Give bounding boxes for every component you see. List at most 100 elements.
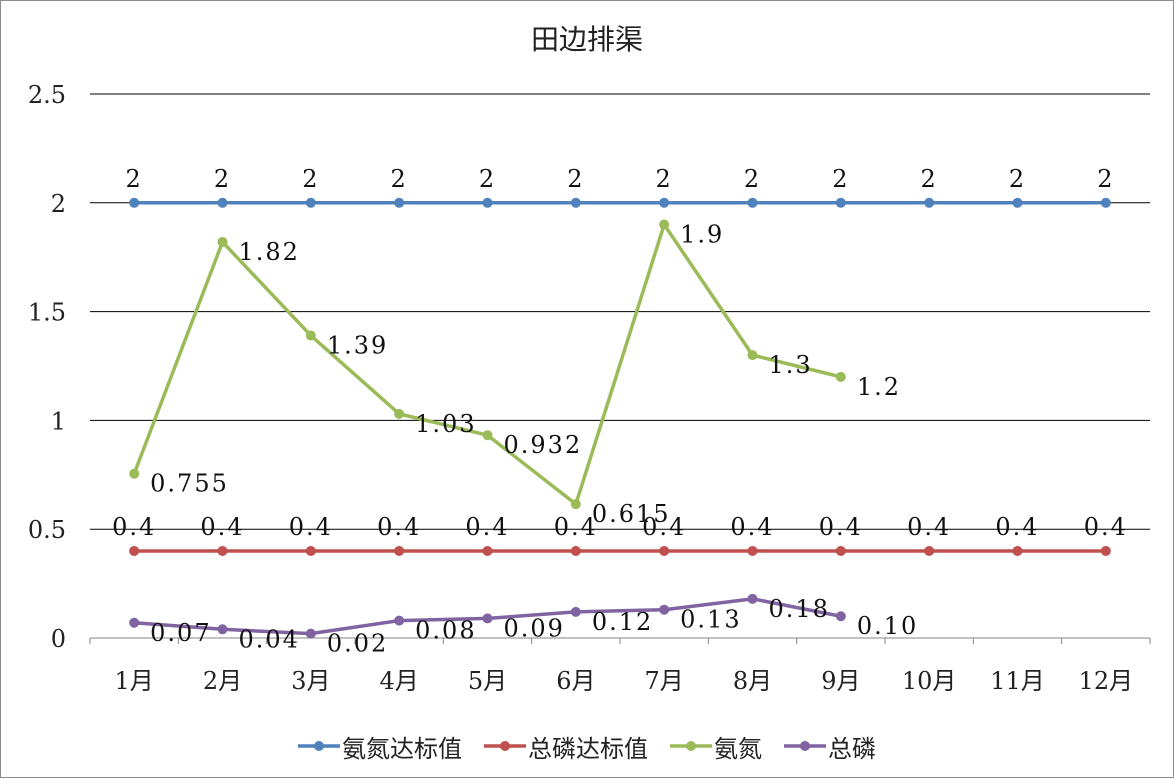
data-point <box>835 197 846 208</box>
legend-item: 氨氮 <box>670 729 762 764</box>
y-tick-label: 1.5 <box>28 299 66 327</box>
data-label: 0.02 <box>327 630 388 658</box>
data-label: 0.4 <box>289 513 333 541</box>
legend-swatch <box>298 741 340 751</box>
data-label: 0.12 <box>592 608 653 636</box>
data-point <box>394 545 405 556</box>
x-tick-label: 4月 <box>380 667 419 695</box>
data-point <box>570 606 581 617</box>
data-label: 2 <box>656 165 673 193</box>
data-point <box>835 545 846 556</box>
data-point <box>482 613 493 624</box>
data-point <box>747 545 758 556</box>
data-label: 0.932 <box>504 431 583 459</box>
legend-label: 氨氮 <box>714 734 762 763</box>
x-tick-label: 11月 <box>990 667 1045 695</box>
data-label: 2 <box>126 165 143 193</box>
data-label: 0.09 <box>504 614 565 642</box>
data-label: 0.4 <box>465 513 509 541</box>
x-tick-label: 5月 <box>468 667 507 695</box>
data-point <box>570 499 581 510</box>
data-point <box>217 197 228 208</box>
x-tick-label: 3月 <box>291 667 330 695</box>
data-point <box>835 611 846 622</box>
data-label: 1.3 <box>769 351 813 379</box>
data-label: 0.4 <box>730 513 774 541</box>
data-point <box>305 197 316 208</box>
x-tick-label: 12月 <box>1079 667 1134 695</box>
data-label: 2 <box>479 165 496 193</box>
data-point <box>217 236 228 247</box>
data-label: 2 <box>1009 165 1026 193</box>
data-label: 0.4 <box>554 513 598 541</box>
chart-legend: 氨氮达标值 总磷达标值 氨氮 总磷 <box>0 728 1174 764</box>
data-label: 1.82 <box>239 238 300 266</box>
data-point <box>482 545 493 556</box>
data-label: 0.08 <box>415 617 476 645</box>
data-point <box>659 545 670 556</box>
data-point <box>1100 197 1111 208</box>
data-point <box>1100 545 1111 556</box>
x-tick-label: 10月 <box>902 667 957 695</box>
y-tick-label: 1 <box>51 407 66 435</box>
data-label: 2 <box>391 165 408 193</box>
data-point <box>1012 545 1023 556</box>
data-label: 0.755 <box>150 470 229 498</box>
data-point <box>747 197 758 208</box>
legend-swatch <box>670 741 712 751</box>
data-label: 0.13 <box>680 606 741 634</box>
data-label: 0.4 <box>995 513 1039 541</box>
data-point <box>482 430 493 441</box>
data-point <box>129 197 140 208</box>
data-point <box>129 468 140 479</box>
legend-item: 总磷达标值 <box>484 729 648 764</box>
data-point <box>747 593 758 604</box>
data-label: 1.39 <box>327 332 388 360</box>
chart-title: 田边排渠 <box>530 23 643 56</box>
y-tick-label: 0.5 <box>28 516 66 544</box>
data-point <box>924 545 935 556</box>
y-tick-label: 2 <box>51 190 66 218</box>
data-point <box>129 617 140 628</box>
data-point <box>659 197 670 208</box>
x-tick-label: 9月 <box>821 667 860 695</box>
legend-item: 总磷 <box>784 729 876 764</box>
x-tick-label: 2月 <box>203 667 242 695</box>
data-point <box>570 545 581 556</box>
data-label: 2 <box>921 165 938 193</box>
data-label: 0.4 <box>819 513 863 541</box>
data-point <box>305 330 316 341</box>
data-point <box>659 604 670 615</box>
x-tick-label: 6月 <box>556 667 595 695</box>
data-point <box>747 350 758 361</box>
data-label: 0.04 <box>239 625 300 653</box>
data-label: 2 <box>1097 165 1114 193</box>
data-label: 0.4 <box>112 513 156 541</box>
data-point <box>659 219 670 230</box>
x-tick-label: 8月 <box>733 667 772 695</box>
data-point <box>835 371 846 382</box>
x-tick-label: 7月 <box>645 667 684 695</box>
series-line-3 <box>132 222 842 506</box>
data-point <box>394 408 405 419</box>
data-point <box>482 197 493 208</box>
legend-label: 总磷达标值 <box>528 734 648 763</box>
data-label: 2 <box>214 165 231 193</box>
data-point <box>924 197 935 208</box>
data-point <box>394 615 405 626</box>
data-label: 1.03 <box>415 410 476 438</box>
data-label: 0.4 <box>1084 513 1128 541</box>
data-point <box>394 197 405 208</box>
x-tick-label: 1月 <box>115 667 154 695</box>
data-label: 0.615 <box>592 500 671 528</box>
data-label: 0.10 <box>857 612 918 640</box>
data-point <box>129 545 140 556</box>
data-label: 0.4 <box>907 513 951 541</box>
legend-swatch <box>784 741 826 751</box>
data-label: 0.4 <box>377 513 421 541</box>
legend-item: 氨氮达标值 <box>298 729 462 764</box>
legend-label: 氨氮达标值 <box>342 734 462 763</box>
y-tick-label: 0 <box>51 625 66 653</box>
